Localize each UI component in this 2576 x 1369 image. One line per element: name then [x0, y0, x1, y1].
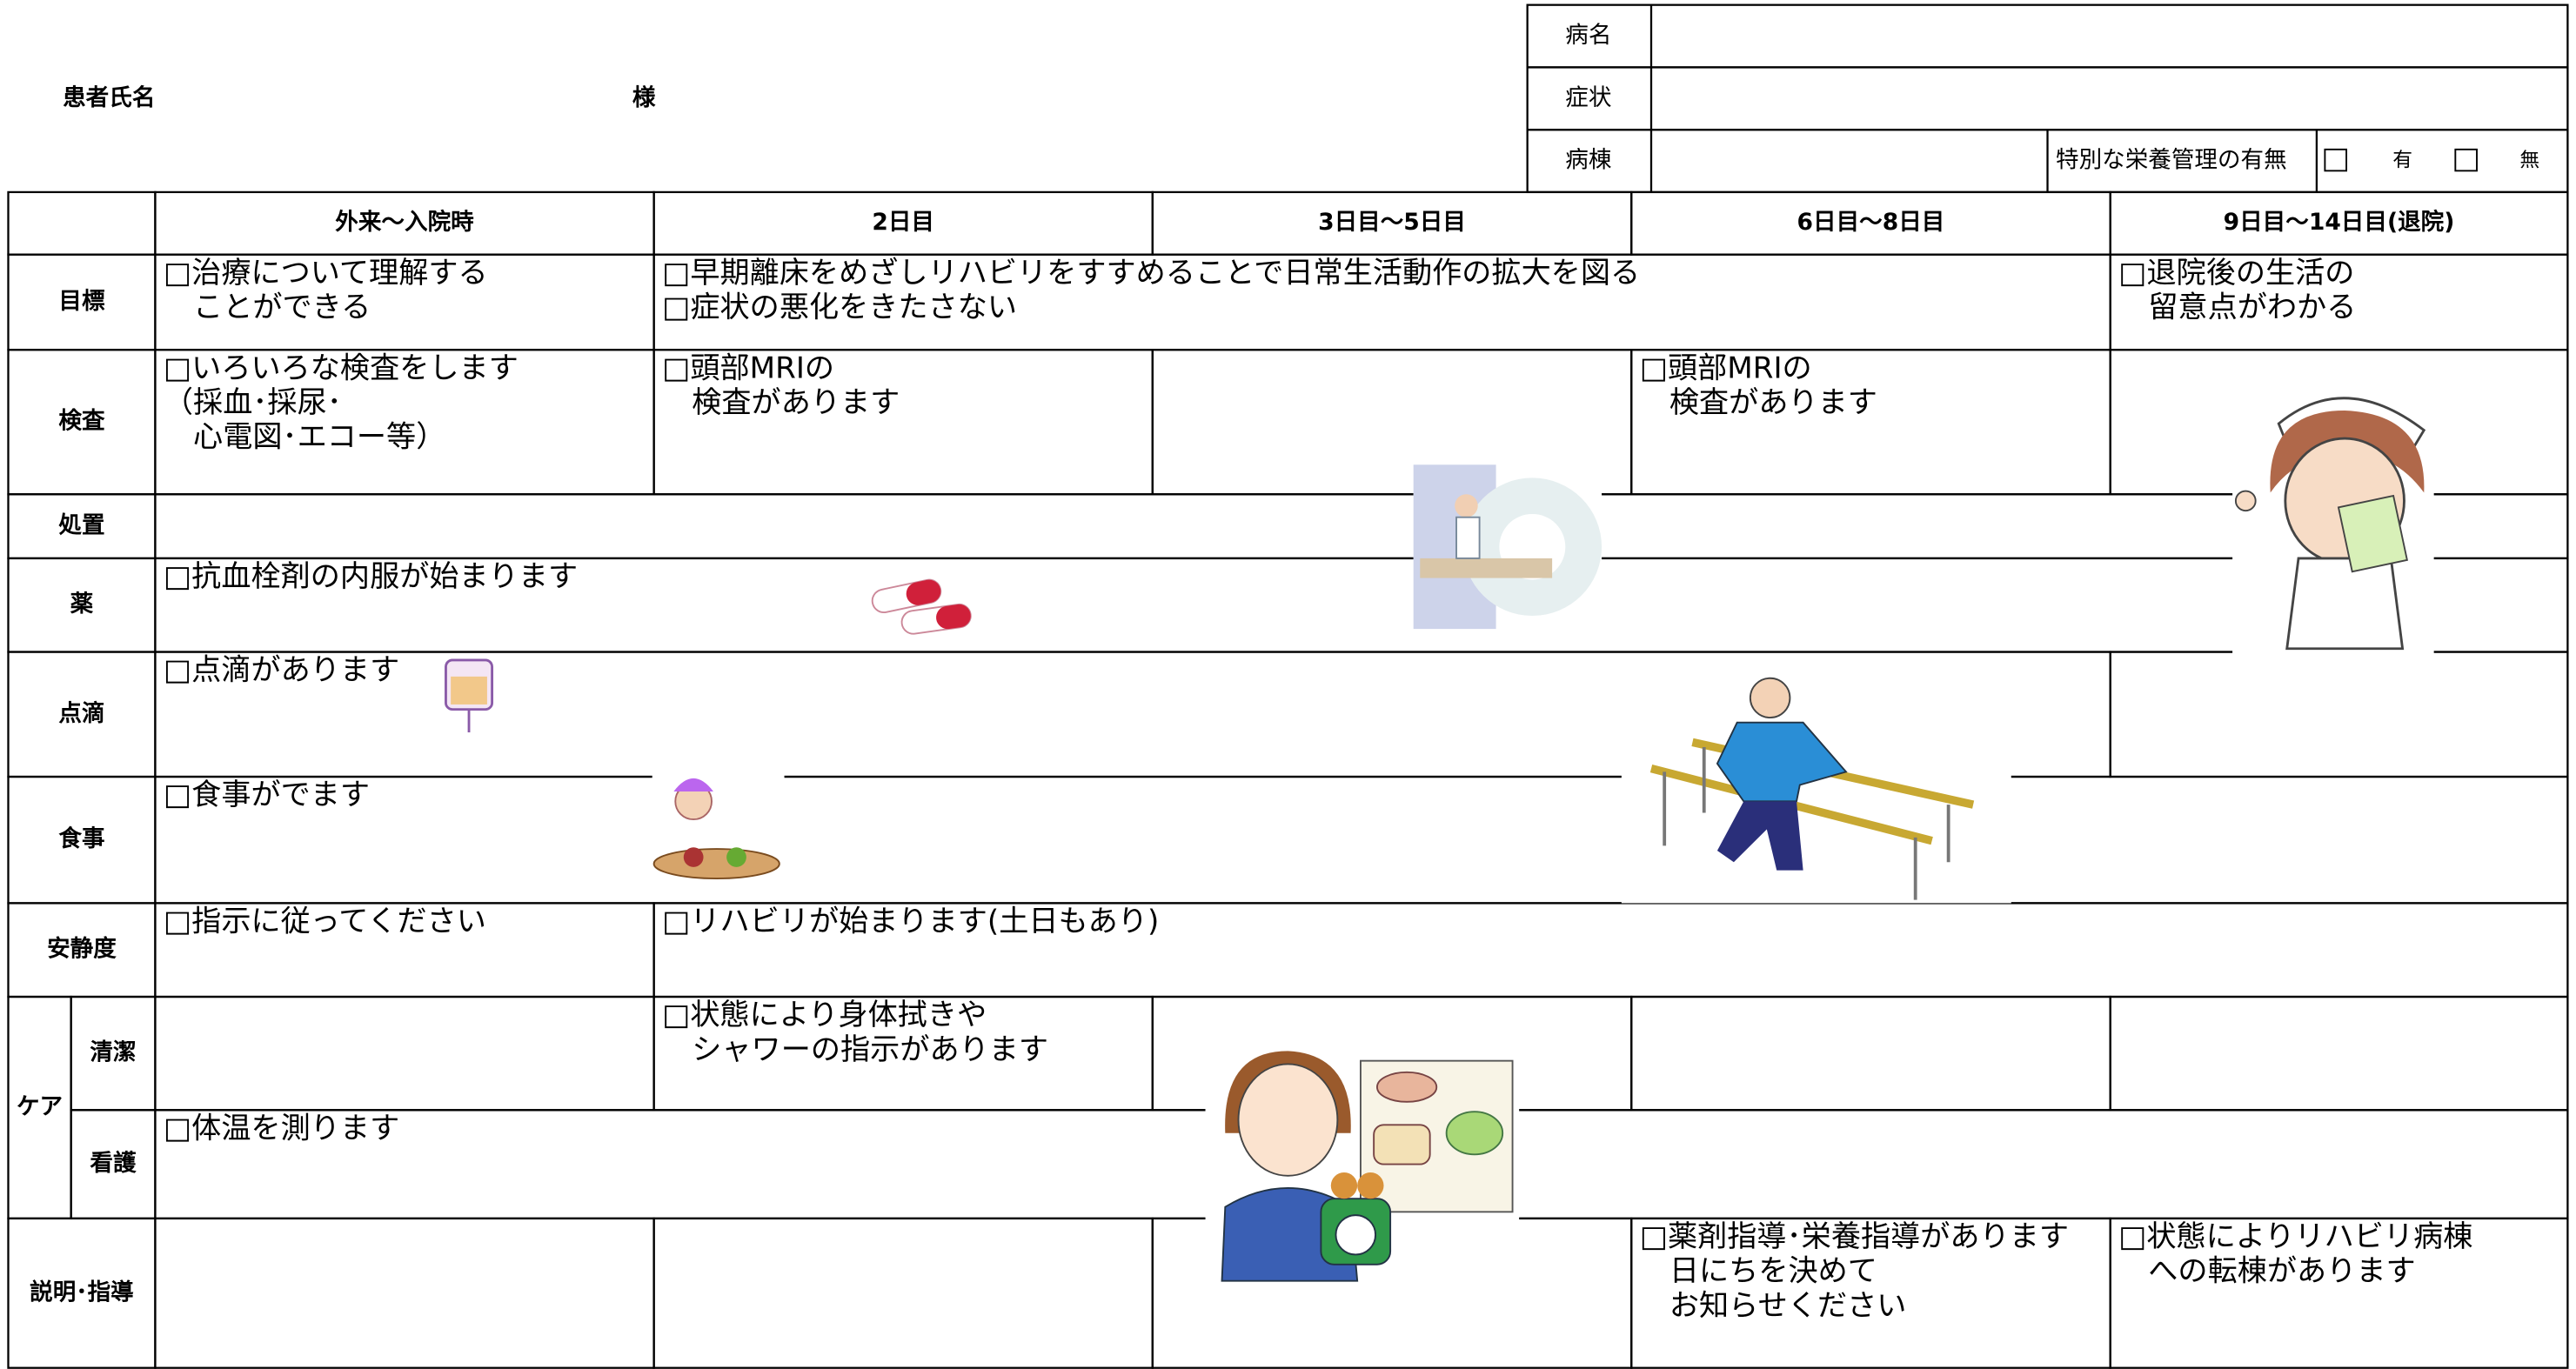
- row-label: 9日目～14日目(退院): [2224, 209, 2455, 236]
- cell-text: □抗血栓剤の内服が始まります: [164, 559, 578, 594]
- row-label: 検査: [58, 408, 105, 435]
- checkbox[interactable]: [2324, 148, 2348, 172]
- row-label: 3日目～5日目: [1318, 209, 1466, 236]
- row-label: 2日目: [872, 209, 934, 236]
- sheet: 患者氏名 様 病名 症状 病棟 特別な栄養管理の有無 有 無 外来～入院時 2日目…: [7, 3, 2569, 1369]
- cell-text: □状態によりリハビリ病棟: [2118, 1219, 2472, 1254]
- mri-illustration: [1413, 464, 1602, 630]
- row-label: 説明･指導: [30, 1279, 134, 1306]
- cell-text: □早期離床をめざしリハビリをすすめることで日常生活動作の拡大を図る: [662, 256, 1640, 290]
- nutrition-label: 特別な栄養管理の有無: [2056, 147, 2287, 174]
- cell-text: □治療について理解する: [164, 256, 488, 290]
- cell-border: [154, 1217, 655, 1369]
- cell-text: □頭部MRIの: [662, 351, 834, 385]
- row-label: 目標: [58, 288, 105, 315]
- row-label: 外来～入院時: [335, 209, 474, 236]
- cell-text: □状態により身体拭きや: [662, 998, 987, 1032]
- cell-text: への転棟があります: [2118, 1254, 2416, 1289]
- meal-illustration: [652, 765, 785, 889]
- cell-border: [154, 493, 2569, 560]
- rehab-illustration: [1621, 673, 2011, 904]
- cell-text: 検査があります: [662, 385, 900, 420]
- cell-text: 留意点がわかる: [2118, 290, 2356, 325]
- cell-text: □薬剤指導･栄養指導があります: [1640, 1219, 2069, 1254]
- illustrations: [445, 374, 2434, 1290]
- cell-border: [1630, 995, 2111, 1112]
- iv-bag-illustration: [445, 658, 494, 733]
- cell-border: [2109, 651, 2569, 778]
- cell-border: [2109, 995, 2569, 1112]
- cell-text: 日にちを決めて: [1640, 1254, 1877, 1289]
- row-label: 6日目～8日目: [1797, 209, 1945, 236]
- honorific: 様: [632, 84, 656, 111]
- nurse-illustration: [2232, 374, 2434, 662]
- field-label: 病名: [1565, 22, 1611, 49]
- row-label: 点滴: [58, 700, 104, 727]
- cell-text: 検査があります: [1640, 385, 1877, 420]
- field-label: 症状: [1565, 84, 1611, 111]
- cell-text: ことができる: [164, 290, 371, 325]
- row-label: 薬: [70, 591, 94, 618]
- cell-text: □リハビリが始まります(土日もあり): [662, 905, 1159, 939]
- cell-text: □いろいろな検査をします: [164, 351, 519, 385]
- cell-border: [154, 995, 655, 1112]
- row-label: 清潔: [90, 1039, 136, 1066]
- cell-text: □食事がでます: [164, 778, 370, 812]
- cell-text: □指示に従ってください: [164, 905, 486, 939]
- cell-text: （採血･採尿･: [164, 385, 342, 420]
- pills-illustration: [871, 578, 972, 635]
- cell-text: □体温を測ります: [164, 1112, 399, 1146]
- table: 患者氏名 様 病名 症状 病棟 特別な栄養管理の有無 有 無 外来～入院時 2日目…: [7, 3, 2569, 1369]
- cell-border: [652, 1217, 1154, 1369]
- patient-label: 患者氏名: [63, 84, 155, 111]
- cell-text: □頭部MRIの: [1640, 351, 1812, 385]
- option-label: 有: [2392, 150, 2412, 172]
- dietitian-illustration: [1205, 1042, 1520, 1290]
- row-label: 安静度: [47, 936, 117, 963]
- cell-text: お知らせください: [1640, 1288, 1907, 1323]
- row-label: 食事: [58, 825, 104, 852]
- cell-text: □退院後の生活の: [2118, 256, 2354, 290]
- cell-text: □点滴があります: [164, 653, 399, 688]
- field-box: [1526, 3, 2569, 69]
- cell-text: シャワーの指示があります: [662, 1032, 1048, 1067]
- row-label: 処置: [58, 512, 104, 539]
- cell-border: [7, 190, 157, 256]
- row-label: ケア: [17, 1093, 63, 1120]
- option-label: 無: [2519, 150, 2539, 172]
- cell-text: 心電図･エコー等）: [164, 420, 445, 455]
- cell-border: [154, 775, 2569, 905]
- field-box: [1526, 66, 2569, 131]
- cell-text: □症状の悪化をきたさない: [662, 290, 1017, 325]
- row-label: 看護: [90, 1150, 137, 1177]
- field-label: 病棟: [1565, 147, 1611, 174]
- cell-border: [2109, 1217, 2569, 1369]
- checkbox[interactable]: [2454, 148, 2478, 172]
